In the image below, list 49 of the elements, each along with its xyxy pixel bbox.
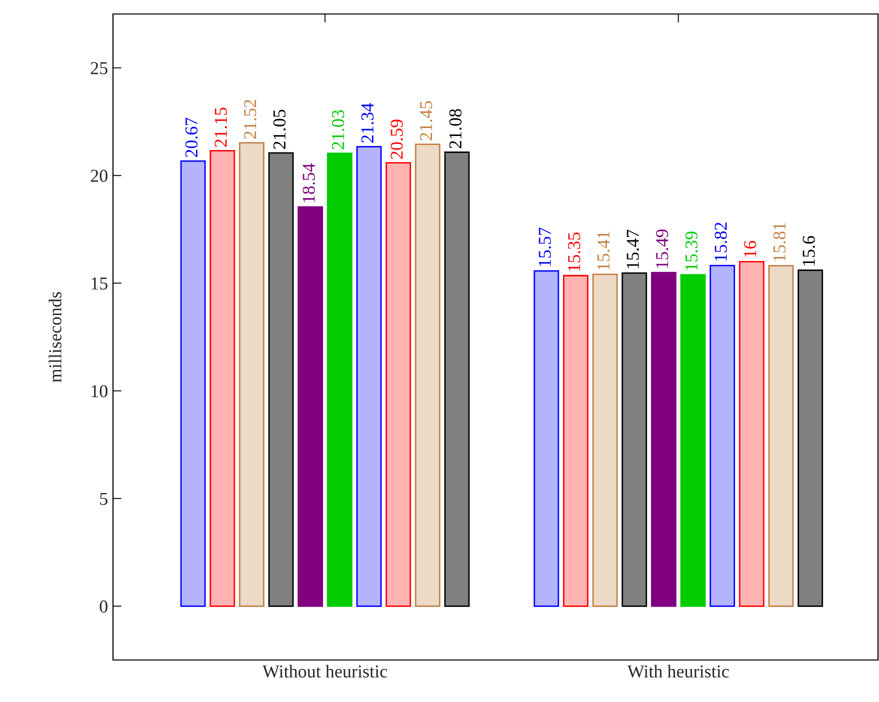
data-label: 21.15: [214, 108, 227, 147]
data-label: 15.47: [626, 230, 639, 268]
y-tick-label: 5: [100, 492, 108, 505]
data-label: 15.81: [773, 222, 786, 261]
bar: [650, 272, 676, 607]
bar: [414, 144, 440, 607]
data-label: 21.05: [273, 110, 286, 149]
bar: [710, 264, 736, 607]
x-tick-label: Without heuristic: [262, 664, 388, 678]
bar: [180, 160, 206, 607]
y-tick-label: 10: [92, 385, 108, 398]
data-label: 15.39: [685, 232, 698, 270]
y-axis-title: milliseconds: [48, 292, 62, 382]
data-label: 15.35: [568, 232, 580, 271]
bar: [298, 206, 324, 607]
y-tick-label: 0: [100, 600, 108, 613]
bar: [386, 162, 412, 607]
data-label: 15.82: [714, 222, 727, 261]
bar: [238, 142, 264, 607]
data-label: 20.59: [390, 120, 403, 159]
data-label: 15.41: [597, 232, 610, 270]
data-label: 21.08: [449, 109, 462, 148]
data-label: 15.57: [538, 228, 551, 266]
bar: [326, 152, 352, 607]
data-label: 15.49: [656, 230, 668, 268]
data-label: 20.67: [185, 118, 198, 158]
y-tick-label: 20: [90, 170, 108, 182]
bar: [563, 274, 588, 607]
bar: [210, 150, 236, 607]
bar: [534, 270, 560, 607]
bar: [738, 260, 764, 607]
bar: [622, 272, 648, 607]
bar: [356, 146, 382, 607]
data-label: 16: [744, 240, 756, 257]
data-label: 21.03: [332, 110, 344, 150]
data-label: 18.54: [302, 163, 315, 202]
x-tick-label: With heuristic: [627, 664, 729, 678]
data-label: 21.52: [244, 100, 256, 139]
bar: [798, 270, 824, 607]
y-tick-label: 25: [90, 62, 108, 74]
data-label: 21.45: [420, 101, 432, 140]
bar: [680, 274, 706, 607]
data-label: 15.6: [802, 236, 815, 266]
bar: [444, 152, 470, 607]
bar: [592, 274, 618, 607]
bar: [768, 265, 794, 607]
y-tick-label: 15: [92, 278, 108, 290]
data-label: 21.34: [361, 103, 374, 143]
bar: [268, 152, 294, 607]
